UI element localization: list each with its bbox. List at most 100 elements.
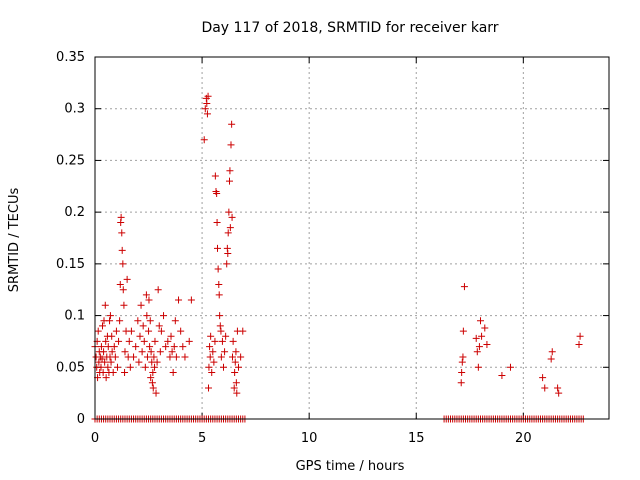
data-point <box>172 353 180 361</box>
data-point <box>474 363 482 371</box>
data-point <box>147 374 155 382</box>
data-point <box>228 120 236 128</box>
data-point <box>168 348 176 356</box>
data-point <box>149 368 157 376</box>
data-point <box>483 341 491 349</box>
data-point <box>115 337 123 345</box>
data-point <box>127 327 135 335</box>
data-point <box>204 92 212 100</box>
data-point <box>232 348 240 356</box>
y-tick-label: 0.35 <box>56 50 85 65</box>
data-point <box>143 312 151 320</box>
x-tick-label: 10 <box>301 431 318 446</box>
data-point <box>140 337 148 345</box>
data-point <box>138 348 146 356</box>
data-point <box>205 363 213 371</box>
data-point <box>203 100 211 108</box>
data-point <box>223 260 231 268</box>
data-point <box>170 343 178 351</box>
data-point <box>156 348 164 356</box>
data-point <box>132 343 140 351</box>
data-point <box>97 363 105 371</box>
data-point <box>459 327 467 335</box>
data-point <box>215 281 223 289</box>
data-point <box>478 332 486 340</box>
data-point <box>232 379 240 387</box>
data-point <box>547 355 555 363</box>
data-point <box>472 334 480 342</box>
data-point <box>481 324 489 332</box>
chart-title: Day 117 of 2018, SRMTID for receiver kar… <box>201 20 498 36</box>
data-point <box>214 244 222 252</box>
data-point <box>237 353 245 361</box>
data-point <box>145 296 153 304</box>
data-point <box>143 353 151 361</box>
data-point <box>555 389 563 397</box>
data-point <box>224 229 232 237</box>
data-point <box>213 190 221 198</box>
data-point <box>231 368 239 376</box>
data-point <box>135 358 143 366</box>
data-point <box>130 353 138 361</box>
data-point <box>187 296 195 304</box>
data-point <box>234 363 242 371</box>
plot-frame <box>94 56 610 420</box>
y-tick-label: 0.1 <box>64 309 85 324</box>
data-point <box>239 327 247 335</box>
data-point <box>211 172 219 180</box>
data-point <box>153 358 161 366</box>
data-markers <box>91 92 587 423</box>
data-point <box>157 327 165 335</box>
data-point <box>554 384 562 392</box>
data-point <box>136 332 144 340</box>
data-point <box>222 332 230 340</box>
data-point <box>146 317 154 325</box>
data-point <box>106 317 114 325</box>
data-point <box>154 286 162 294</box>
data-point <box>160 312 168 320</box>
data-point <box>216 322 224 330</box>
data-point <box>228 353 236 361</box>
data-point <box>142 291 150 299</box>
x-tick-label: 20 <box>515 431 532 446</box>
data-point <box>145 327 153 335</box>
data-point <box>458 368 466 376</box>
data-point <box>104 343 112 351</box>
y-tick-label: 0 <box>77 412 85 427</box>
data-point <box>230 384 238 392</box>
data-point <box>225 208 233 216</box>
data-point <box>473 348 481 356</box>
data-point <box>119 286 127 294</box>
data-point <box>224 250 232 258</box>
data-point <box>134 317 142 325</box>
data-point <box>457 379 465 387</box>
data-point <box>477 317 484 325</box>
data-point <box>98 322 106 330</box>
data-point <box>215 291 223 299</box>
data-point <box>210 358 218 366</box>
data-point <box>460 283 468 291</box>
data-point <box>221 348 229 356</box>
data-point <box>119 260 127 268</box>
data-point <box>116 317 124 325</box>
data-point <box>225 177 233 185</box>
data-point <box>164 337 172 345</box>
data-point <box>126 363 134 371</box>
data-point <box>175 296 183 304</box>
data-point <box>108 332 116 340</box>
data-point <box>152 389 160 397</box>
x-tick-label: 5 <box>198 431 206 446</box>
data-point <box>200 136 208 144</box>
data-point <box>458 358 466 366</box>
data-point <box>102 374 110 382</box>
data-point <box>120 301 128 309</box>
data-point <box>228 213 236 221</box>
data-point <box>112 327 120 335</box>
data-point <box>169 368 177 376</box>
data-point <box>137 301 145 309</box>
data-point <box>226 224 234 232</box>
data-point <box>506 363 514 371</box>
data-point <box>117 213 125 221</box>
data-point <box>151 363 159 371</box>
